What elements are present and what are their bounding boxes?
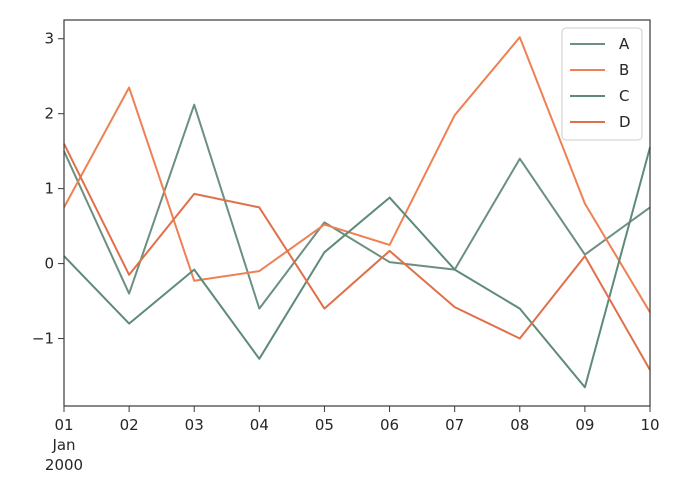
series-line-d [63,143,651,371]
legend-label-a: A [619,35,630,53]
plot-background [64,20,650,406]
series-line-b [63,36,651,313]
x-tick-label: 04 [250,416,269,434]
plot-frame [63,19,651,407]
x-tick-label: 03 [185,416,204,434]
legend-box [561,27,643,141]
legend-label-c: C [619,87,629,105]
series-layer [63,36,651,389]
x-tick-label: 08 [510,416,529,434]
x-tick-label: 07 [445,416,464,434]
x-tick-label: 02 [120,416,139,434]
y-tick-label: −1 [32,330,54,348]
y-tick-label: 0 [44,255,54,273]
x-tick-label: 05 [315,416,334,434]
x-axis: 01 02 03 04 05 06 07 08 09 10 Jan 2000 [45,406,660,474]
y-axis: −1 0 1 2 3 [32,30,64,348]
x-sub-label: Jan [51,436,75,454]
y-tick-label: 2 [44,105,54,123]
x-tick-label: 06 [380,416,399,434]
x-tick-label: 01 [54,416,73,434]
x-tick-label: 09 [575,416,594,434]
series-line-a [63,103,651,310]
x-tick-label: 10 [640,416,659,434]
legend-label-d: D [619,113,631,131]
y-tick-label: 3 [44,30,54,48]
x-sub-label: 2000 [45,456,83,474]
y-tick-label: 1 [44,180,54,198]
series-line-c [63,147,651,389]
legend-label-b: B [619,61,629,79]
